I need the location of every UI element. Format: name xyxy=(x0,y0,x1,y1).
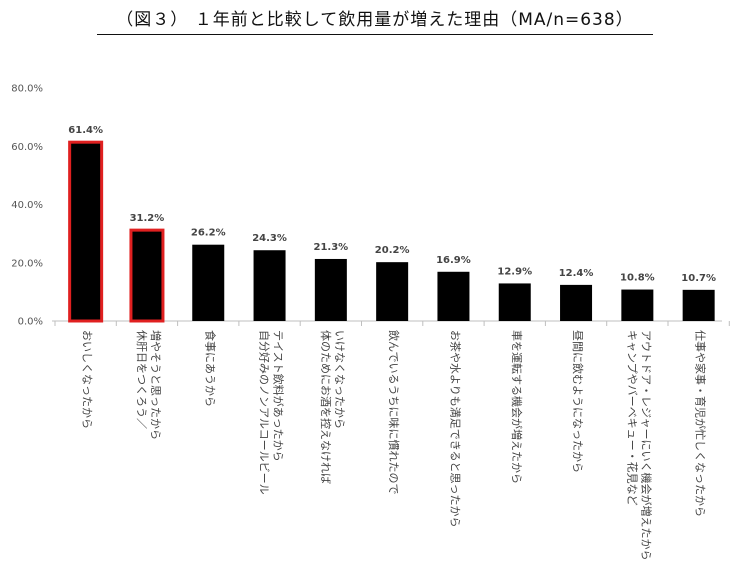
category-label: 休肝日をつくろう／ xyxy=(135,330,148,429)
category-label: 増やそうと思ったから xyxy=(149,330,162,440)
category-label: 昼間に飲むようになったから xyxy=(571,330,585,473)
data-label: 61.4% xyxy=(68,125,103,136)
bar xyxy=(192,244,225,321)
category-label: 体のためにお酒を控えなければ xyxy=(319,330,333,484)
bar xyxy=(437,271,470,321)
bar-highlighted xyxy=(129,228,165,323)
data-label: 31.2% xyxy=(130,213,165,224)
category-label: 仕事や家事・育児が忙しくなったから xyxy=(694,330,708,517)
bar xyxy=(314,258,347,321)
category-label: おいしくなったから xyxy=(81,330,94,429)
data-label: 10.8% xyxy=(620,273,655,284)
data-label: 10.7% xyxy=(681,273,716,284)
data-label: 21.3% xyxy=(313,242,348,253)
category-label: キャンプやバーベキュー・花見など xyxy=(625,330,638,506)
category-label: 食事にあうから xyxy=(203,330,217,407)
category-label: いけなくなったから xyxy=(333,330,346,429)
category-label: 車を運転する機会が増えたから xyxy=(510,330,524,484)
data-label: 12.4% xyxy=(559,268,594,279)
y-tick-label: 80.0% xyxy=(11,84,43,95)
bar xyxy=(560,284,593,321)
bar xyxy=(253,250,286,321)
chart-title: （図３） １年前と比較して飲用量が増えた理由（MA/n=638） xyxy=(116,10,634,30)
data-label: 12.9% xyxy=(497,266,532,277)
category-label: アウトドア・レジャーにいく機会が増えたから xyxy=(639,330,653,560)
category-label: 自分好みのノンアルコールビール xyxy=(258,330,272,495)
y-tick-label: 40.0% xyxy=(11,200,43,211)
y-tick-label: 0.0% xyxy=(18,317,43,328)
data-label: 16.9% xyxy=(436,255,471,266)
bar xyxy=(621,289,654,321)
data-label: 24.3% xyxy=(252,233,287,244)
category-label: お茶や水よりも満足できると思ったから xyxy=(448,330,461,528)
y-tick-label: 20.0% xyxy=(11,258,43,269)
title-underline xyxy=(97,34,653,35)
bar xyxy=(376,262,409,321)
bar xyxy=(682,289,715,321)
category-label: 飲んでいるうちに味に慣れたので xyxy=(387,330,401,494)
data-label: 20.2% xyxy=(375,245,410,256)
data-label: 26.2% xyxy=(191,228,226,239)
bar-highlighted xyxy=(68,140,104,323)
bar xyxy=(498,283,531,321)
category-label: テイスト飲料があったから xyxy=(272,330,286,462)
y-tick-label: 60.0% xyxy=(11,142,43,153)
